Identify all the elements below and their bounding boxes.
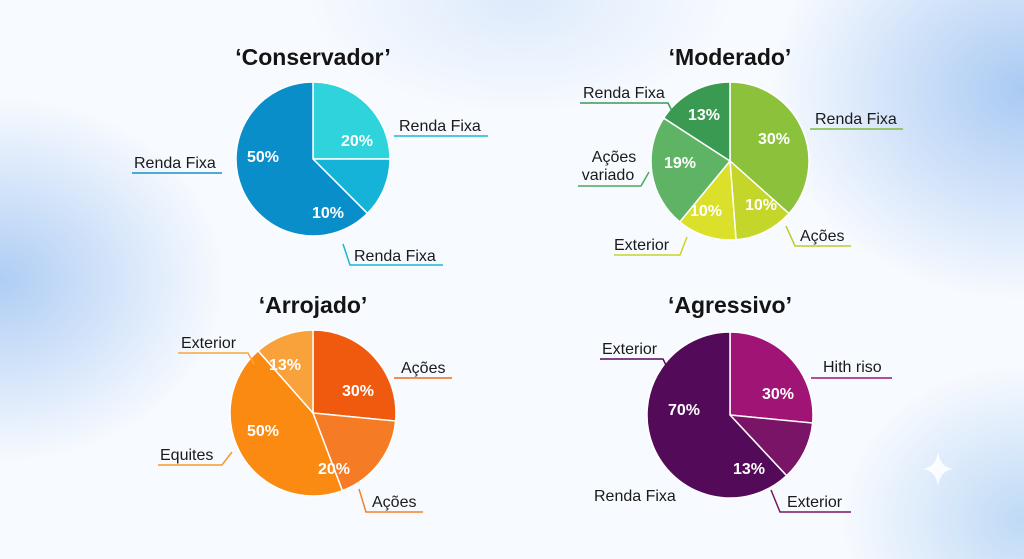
slice-value-label: 13%: [688, 107, 720, 124]
slice-value-label: 20%: [341, 133, 373, 150]
chart-title: ‘Moderado’: [669, 44, 792, 70]
chart-arrojado: ‘Arrojado’ 30% 20% 50% 13% Ações Ações E…: [158, 292, 452, 513]
pie-slice: [311, 158, 391, 215]
pie-slice: [257, 329, 314, 415]
slice-value-label: 30%: [342, 383, 374, 400]
pie-slice: [650, 117, 732, 224]
chart-agressivo: ‘Agressivo’ 30% 13% 70% Hith riso Exteri…: [594, 292, 892, 513]
pie-slice: [729, 159, 791, 241]
chart-title: ‘Conservador’: [235, 44, 391, 70]
leader-line: [342, 243, 443, 266]
slice-category-label: Exterior: [614, 237, 670, 254]
leader-line: [600, 358, 669, 370]
slice-category-label: Hith riso: [823, 359, 882, 376]
slice-category-label: Ações: [800, 228, 844, 245]
slice-category-label: Renda Fixa: [815, 111, 897, 128]
pie-slice: [646, 331, 788, 499]
slice-value-label: 19%: [664, 155, 696, 172]
slice-category-label: Renda Fixa: [134, 155, 216, 172]
slice-value-label: 13%: [269, 357, 301, 374]
slice-category-label: Ações: [372, 494, 416, 511]
leader-line: [785, 225, 851, 247]
pie-slice: [662, 81, 731, 163]
leader-line: [614, 236, 688, 256]
leader-line: [580, 102, 674, 114]
slice-category-label: Exterior: [787, 494, 843, 511]
chart-title: ‘Arrojado’: [259, 292, 368, 318]
slice-category-label: Renda Fixa: [583, 85, 665, 102]
slice-category-label: Exterior: [602, 341, 658, 358]
chart-title: ‘Agressivo’: [668, 292, 792, 318]
slice-value-label: 10%: [690, 203, 722, 220]
slice-category-label: Renda Fixa: [594, 488, 676, 505]
slice-value-label: 10%: [745, 197, 777, 214]
pie-slice: [678, 159, 737, 241]
pie-slice: [312, 81, 391, 160]
pie-slice: [311, 412, 397, 492]
label-line: variado: [582, 167, 635, 184]
slice-value-label: 50%: [247, 149, 279, 166]
pie-slice: [312, 329, 397, 422]
pie-slice: [729, 331, 814, 424]
slice-value-label: 10%: [312, 205, 344, 222]
pie-slice: [729, 81, 810, 215]
leader-line: [158, 451, 233, 466]
leader-line: [358, 488, 423, 513]
label-line: Ações: [592, 149, 636, 166]
slice-value-label: 13%: [733, 461, 765, 478]
leader-line: [770, 489, 851, 513]
slice-category-label: Renda Fixa: [399, 118, 481, 135]
pie-slice: [229, 349, 344, 497]
leader-line: [578, 171, 650, 187]
slice-category-label: Ações: [401, 360, 445, 377]
slice-value-label: 30%: [762, 386, 794, 403]
slice-category-label: Exterior: [181, 335, 237, 352]
sparkle-icon: [923, 452, 953, 486]
slice-value-label: 70%: [668, 402, 700, 419]
chart-moderado: ‘Moderado’ 30% 10% 10% 19% 13% Renda Fix…: [578, 44, 903, 256]
slice-category-label: Equites: [160, 447, 213, 464]
pie-slice: [235, 81, 369, 237]
chart-conservador: ‘Conservador’ 20% 10% 50% Renda Fixa Ren…: [132, 44, 488, 266]
leader-line: [178, 352, 255, 365]
slice-category-label: Renda Fixa: [354, 248, 436, 265]
slice-value-label: 50%: [247, 423, 279, 440]
slice-category-label: Ações variado: [582, 149, 636, 184]
slice-value-label: 30%: [758, 131, 790, 148]
slice-value-label: 20%: [318, 461, 350, 478]
